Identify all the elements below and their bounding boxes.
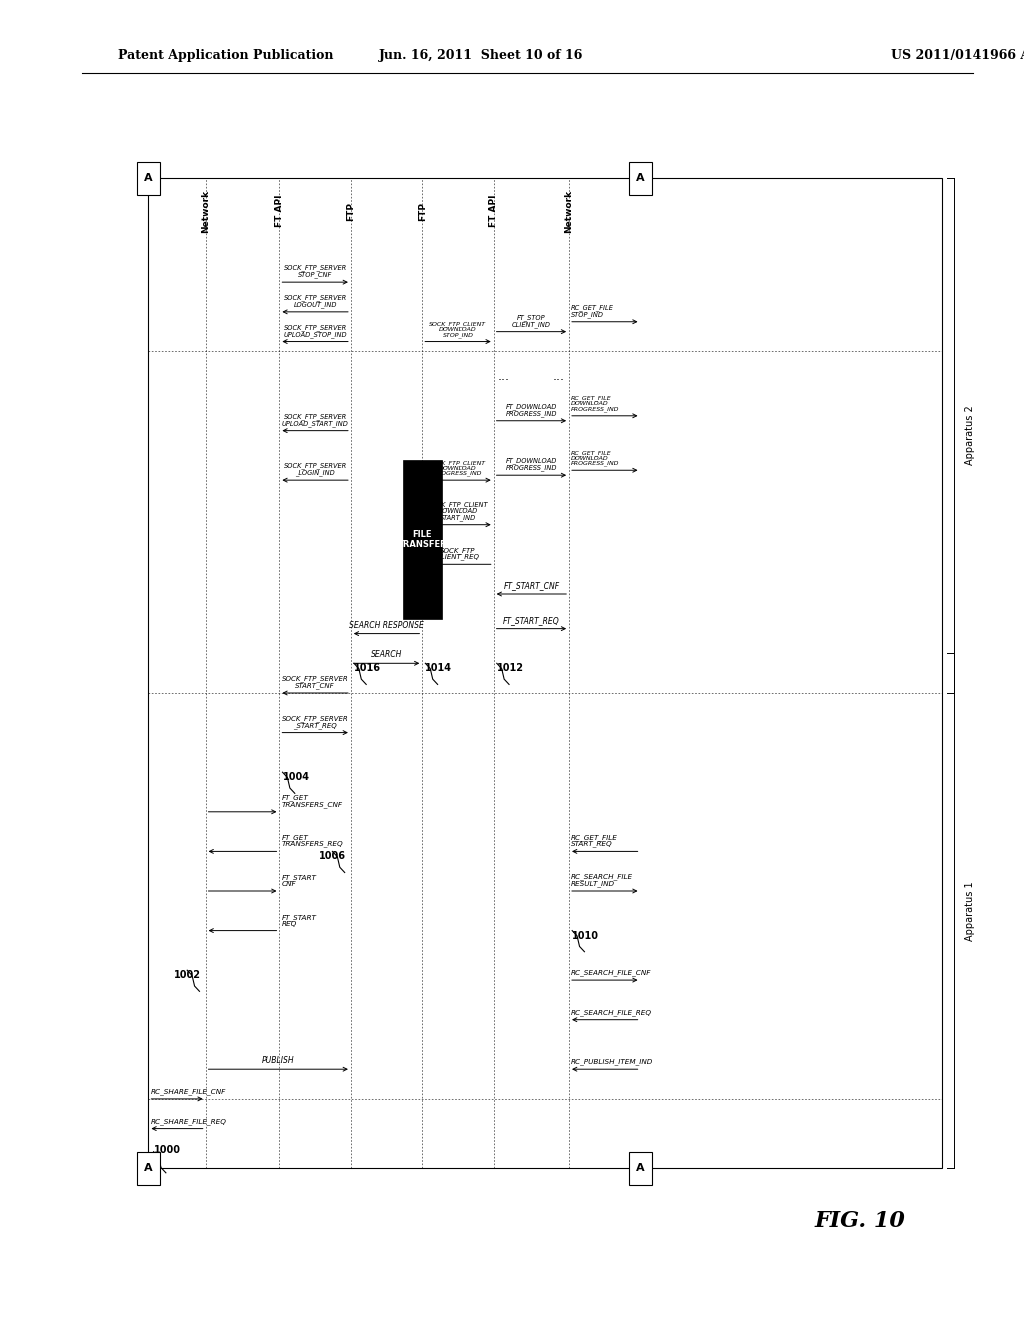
Text: Apparatus 1: Apparatus 1 [965, 880, 975, 941]
Text: PUBLISH: PUBLISH [262, 1056, 295, 1065]
Text: FT_START_CNF: FT_START_CNF [504, 581, 559, 590]
Text: A: A [636, 1163, 645, 1173]
Text: FT_START
CNF: FT_START CNF [282, 874, 316, 887]
Text: SOCK_FTP_SERVER
UPLOAD_STOP_IND: SOCK_FTP_SERVER UPLOAD_STOP_IND [284, 325, 347, 338]
Text: RC_GET_FILE
STOP_IND: RC_GET_FILE STOP_IND [571, 305, 614, 318]
Text: SOCK_FTP_SERVER
START_CNF: SOCK_FTP_SERVER START_CNF [282, 676, 348, 689]
Text: ...: ... [498, 370, 510, 383]
Text: 1004: 1004 [283, 772, 309, 783]
Text: SOCK_FTP_SERVER
_START_REQ: SOCK_FTP_SERVER _START_REQ [282, 715, 348, 729]
Text: RC_PUBLISH_ITEM_IND: RC_PUBLISH_ITEM_IND [571, 1059, 653, 1065]
Bar [137, 162, 160, 195]
Bar [629, 1151, 651, 1185]
Text: 1002: 1002 [173, 970, 201, 981]
Text: RC_SEARCH_FILE
RESULT_IND: RC_SEARCH_FILE RESULT_IND [571, 874, 633, 887]
Text: SOCK_FTP_CLIENT
DOWNLOAD
STOP_IND: SOCK_FTP_CLIENT DOWNLOAD STOP_IND [429, 321, 486, 338]
Text: FILE
TRANSFER: FILE TRANSFER [397, 529, 447, 549]
Text: A: A [144, 1163, 153, 1173]
Text: SOCK_FTP_SERVER
_LOGIN_IND: SOCK_FTP_SERVER _LOGIN_IND [284, 463, 347, 477]
Bar [629, 162, 651, 195]
Text: FIG. 10: FIG. 10 [815, 1210, 905, 1232]
Text: ...: ... [553, 370, 565, 383]
Text: US 2011/0141966 A1: US 2011/0141966 A1 [891, 49, 1024, 62]
Text: Jun. 16, 2011  Sheet 10 of 16: Jun. 16, 2011 Sheet 10 of 16 [379, 49, 584, 62]
Bar [137, 1151, 160, 1185]
Text: FT_DOWNLOAD
PROGRESS_IND: FT_DOWNLOAD PROGRESS_IND [506, 458, 557, 471]
Text: SOCK_FTP_SERVER
STOP_CNF: SOCK_FTP_SERVER STOP_CNF [284, 265, 347, 279]
Text: RC_GET_FILE
START_REQ: RC_GET_FILE START_REQ [571, 834, 618, 847]
Bar [148, 178, 942, 1168]
Text: Network: Network [564, 190, 573, 232]
Text: FT_GET
TRANSFERS_CNF: FT_GET TRANSFERS_CNF [282, 795, 342, 808]
Text: RC_SHARE_FILE_REQ: RC_SHARE_FILE_REQ [151, 1118, 226, 1125]
Text: SEARCH RESPONSE: SEARCH RESPONSE [349, 620, 424, 630]
Text: FT_DOWNLOAD
PROGRESS_IND: FT_DOWNLOAD PROGRESS_IND [506, 404, 557, 417]
Text: FT_START
REQ: FT_START REQ [282, 913, 316, 927]
Text: SOCK_FTP
CLIENT_REQ: SOCK_FTP CLIENT_REQ [436, 546, 479, 560]
Text: SOCK_FTP_SERVER
LOGOUT_IND: SOCK_FTP_SERVER LOGOUT_IND [284, 294, 347, 308]
Text: RC_GET_FILE
DOWNLOAD
PROGRESS_IND: RC_GET_FILE DOWNLOAD PROGRESS_IND [571, 450, 620, 466]
Text: Network: Network [201, 190, 210, 232]
Text: FTP: FTP [418, 202, 427, 220]
Text: A: A [144, 173, 153, 183]
Text: A: A [636, 173, 645, 183]
Text: FT_STOP
CLIENT_IND: FT_STOP CLIENT_IND [512, 314, 551, 327]
Text: 1010: 1010 [572, 931, 599, 941]
Text: 1016: 1016 [354, 663, 381, 673]
Text: RC_SEARCH_FILE_CNF: RC_SEARCH_FILE_CNF [571, 969, 651, 977]
Text: 1012: 1012 [497, 663, 523, 673]
Text: FT_GET
TRANSFERS_REQ: FT_GET TRANSFERS_REQ [282, 834, 343, 847]
Text: 1000: 1000 [154, 1146, 180, 1155]
Text: FT API: FT API [489, 195, 499, 227]
Text: 1014: 1014 [425, 663, 453, 673]
Bar [402, 461, 441, 619]
Text: Patent Application Publication: Patent Application Publication [118, 49, 333, 62]
Text: RC_GET_FILE
DOWNLOAD
PROGRESS_IND: RC_GET_FILE DOWNLOAD PROGRESS_IND [571, 396, 620, 412]
Text: FTP: FTP [346, 202, 355, 220]
Text: SOCK_FTP_CLIENT
DOWNLOAD
START_IND: SOCK_FTP_CLIENT DOWNLOAD START_IND [428, 502, 488, 520]
Text: SOCK_FTP_SERVER
UPLOAD_START_IND: SOCK_FTP_SERVER UPLOAD_START_IND [282, 413, 348, 426]
Text: FT_START_REQ: FT_START_REQ [503, 615, 560, 624]
Text: RC_SHARE_FILE_CNF: RC_SHARE_FILE_CNF [151, 1088, 225, 1096]
Text: SEARCH: SEARCH [371, 651, 402, 660]
Text: Apparatus 2: Apparatus 2 [965, 405, 975, 466]
Text: FT API: FT API [274, 195, 284, 227]
Text: SOCK_FTP_CLIENT
DOWNLOAD
PROGRESS_IND: SOCK_FTP_CLIENT DOWNLOAD PROGRESS_IND [429, 459, 486, 477]
Text: RC_SEARCH_FILE_REQ: RC_SEARCH_FILE_REQ [571, 1008, 652, 1016]
Text: 1006: 1006 [318, 851, 346, 862]
